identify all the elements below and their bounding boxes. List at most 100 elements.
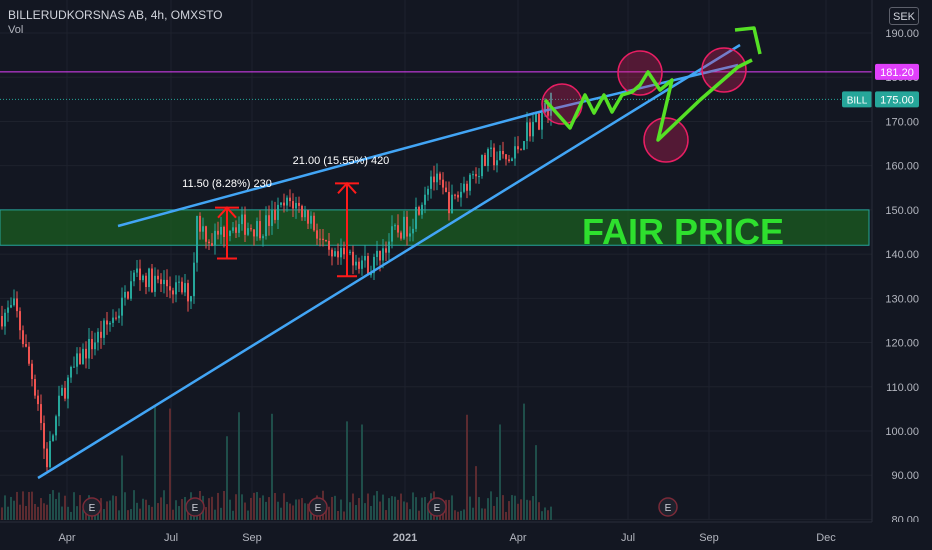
- volume-bar: [145, 499, 147, 520]
- volume-bar: [523, 403, 525, 520]
- candle-body: [319, 238, 321, 240]
- volume-bar: [514, 495, 516, 520]
- candle-body: [94, 342, 96, 350]
- volume-bar: [28, 492, 30, 520]
- volume-bar: [418, 510, 420, 520]
- volume-bar: [133, 490, 135, 520]
- candle-body: [199, 215, 201, 232]
- volume-bar: [550, 506, 552, 520]
- volume-bar: [412, 492, 414, 520]
- candle-body: [58, 395, 60, 417]
- volume-bar: [310, 509, 312, 520]
- candle-body: [208, 241, 210, 244]
- currency-button[interactable]: SEK: [889, 7, 919, 25]
- candle-body: [514, 146, 516, 159]
- candle-body: [172, 290, 174, 295]
- candle-body: [88, 338, 90, 359]
- volume-bar: [118, 510, 120, 520]
- volume-bar: [472, 507, 474, 520]
- volume-bar: [64, 495, 66, 520]
- symbol-tag: [842, 91, 872, 108]
- volume-bar: [13, 500, 15, 520]
- volume-bar: [331, 496, 333, 520]
- volume-bar: [304, 503, 306, 520]
- earnings-marker: [185, 497, 205, 517]
- volume-bar: [37, 506, 39, 520]
- volume-bar: [25, 505, 27, 520]
- y-tick-label: 110.00: [886, 382, 919, 394]
- drawings: 11.50 (8.28%) 230 21.00 (15.55%) 420: [37, 26, 762, 480]
- volume-bar: [253, 492, 255, 520]
- candle-body: [76, 353, 78, 367]
- volume-bar: [403, 501, 405, 520]
- candle-body: [343, 247, 345, 255]
- candle-body: [391, 226, 393, 242]
- candle-body: [244, 214, 246, 235]
- candle-body: [79, 353, 81, 365]
- volume-bar: [184, 496, 186, 520]
- volume-bar: [286, 501, 288, 520]
- candle-body: [97, 331, 99, 343]
- candle-body: [541, 112, 543, 130]
- candle-body: [388, 241, 390, 253]
- volume-bar: [358, 498, 360, 520]
- candle-body: [304, 210, 306, 218]
- candle-body: [52, 435, 54, 441]
- candle-body: [49, 440, 51, 468]
- candle-body: [118, 315, 120, 319]
- candle-body: [280, 202, 282, 205]
- candle-body: [451, 194, 453, 214]
- volume-bar: [214, 509, 216, 520]
- candles: [1, 92, 552, 472]
- volume-bar: [397, 499, 399, 520]
- candle-body: [331, 249, 333, 257]
- candle-body: [397, 225, 399, 233]
- volume-bar: [181, 499, 183, 520]
- candle-body: [364, 256, 366, 261]
- volume-bar: [409, 509, 411, 520]
- volume-bar: [469, 496, 471, 520]
- volume-bar: [241, 494, 243, 520]
- earnings-label: E: [192, 503, 199, 514]
- candle-body: [37, 395, 39, 405]
- volume-bar: [217, 492, 219, 520]
- volume-bar: [43, 503, 45, 520]
- candle-body: [499, 151, 501, 161]
- volume-bar: [484, 508, 486, 520]
- candle-body: [139, 268, 141, 281]
- volume-bar: [367, 493, 369, 520]
- candle-body: [130, 281, 132, 299]
- volume-bar: [247, 510, 249, 520]
- candle-body: [34, 379, 36, 396]
- projection-circle: [701, 47, 747, 93]
- candle-body: [19, 311, 21, 331]
- fair-price-label: FAIR PRICE: [582, 211, 784, 252]
- candle-body: [190, 296, 192, 302]
- projection-path: [543, 58, 753, 142]
- volume-bar: [172, 509, 174, 520]
- candle-body: [70, 366, 72, 378]
- x-tick-label: Sep: [699, 532, 719, 544]
- volume-bar: [40, 498, 42, 520]
- volume-bar: [67, 506, 69, 520]
- earnings-label: E: [434, 503, 441, 514]
- volume-bar: [493, 505, 495, 520]
- volume-bar: [121, 455, 123, 520]
- candle-body: [145, 275, 147, 288]
- candle-body: [523, 141, 525, 150]
- candle-body: [1, 316, 3, 327]
- candle-body: [10, 305, 12, 308]
- candle-body: [193, 262, 195, 297]
- candle-body: [205, 226, 207, 242]
- candle-body: [31, 363, 33, 380]
- candle-body: [250, 228, 252, 230]
- volume-bar: [298, 499, 300, 520]
- volume-bar: [379, 501, 381, 520]
- symbol-tag-label: BILL: [847, 95, 868, 106]
- volume-bar: [46, 504, 48, 520]
- candle-body: [298, 202, 300, 206]
- candle-body: [175, 282, 177, 295]
- candle-body: [529, 122, 531, 137]
